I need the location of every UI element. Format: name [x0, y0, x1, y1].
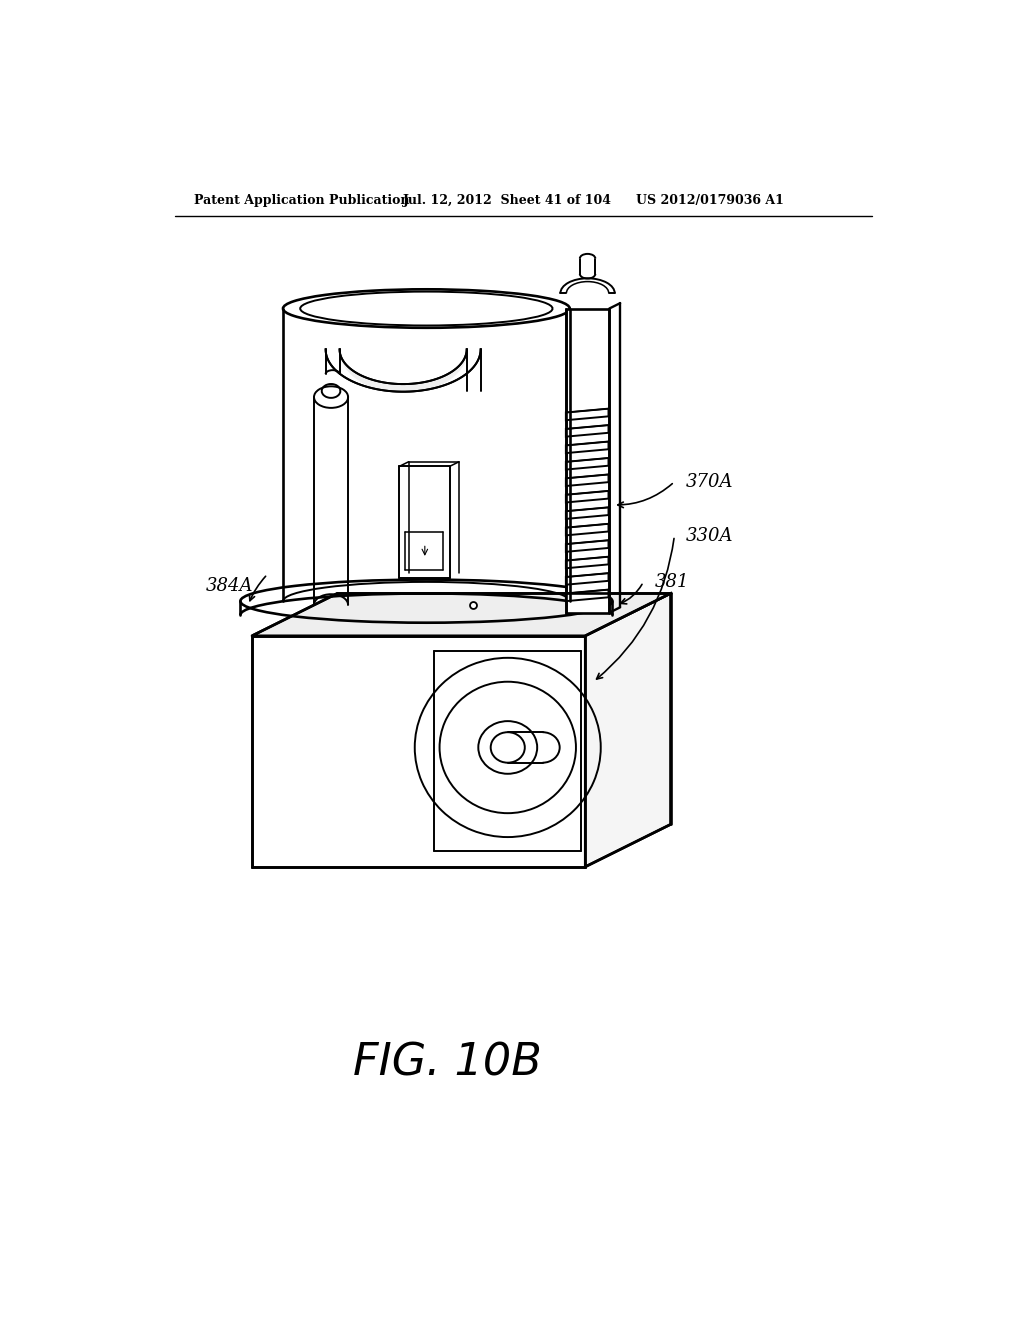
Polygon shape: [566, 425, 608, 437]
Polygon shape: [566, 507, 608, 519]
Polygon shape: [566, 309, 609, 612]
Polygon shape: [566, 524, 608, 536]
Text: Jul. 12, 2012  Sheet 41 of 104: Jul. 12, 2012 Sheet 41 of 104: [403, 194, 612, 207]
Polygon shape: [566, 458, 608, 470]
Polygon shape: [566, 409, 608, 420]
Text: Patent Application Publication: Patent Application Publication: [194, 194, 410, 207]
Text: FIG. 10B: FIG. 10B: [352, 1041, 542, 1085]
Polygon shape: [566, 557, 608, 568]
Text: US 2012/0179036 A1: US 2012/0179036 A1: [636, 194, 783, 207]
Polygon shape: [566, 491, 608, 503]
Polygon shape: [252, 636, 586, 867]
Polygon shape: [586, 594, 671, 867]
Polygon shape: [252, 594, 671, 636]
Text: 381: 381: [655, 573, 689, 591]
Polygon shape: [566, 442, 608, 453]
Polygon shape: [566, 590, 608, 601]
Text: 370A: 370A: [686, 473, 733, 491]
Polygon shape: [566, 540, 608, 552]
Text: 330A: 330A: [686, 527, 733, 545]
Text: 384A: 384A: [206, 577, 253, 595]
Polygon shape: [566, 573, 608, 585]
Polygon shape: [566, 474, 608, 486]
